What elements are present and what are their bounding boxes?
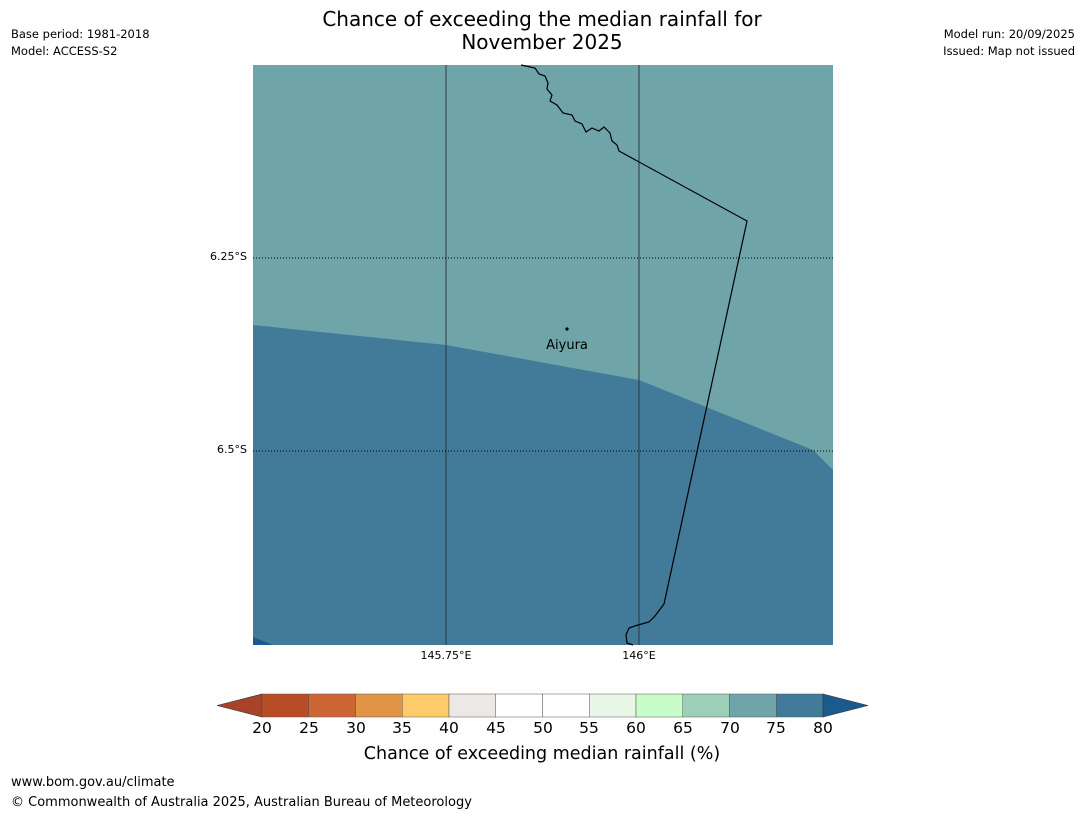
map-panel: Aiyura bbox=[253, 64, 833, 646]
cb-tick: 20 bbox=[252, 719, 272, 737]
colorbar-cell bbox=[635, 693, 683, 718]
cb-tick: 30 bbox=[346, 719, 366, 737]
colorbar-cell bbox=[542, 693, 590, 718]
colorbar-cell bbox=[261, 693, 309, 718]
colorbar-extend-low bbox=[216, 693, 263, 718]
cb-tick: 70 bbox=[720, 719, 740, 737]
model-name: Model: ACCESS-S2 bbox=[11, 44, 118, 58]
map-title: Chance of exceeding the median rainfall … bbox=[242, 8, 842, 54]
colorbar-cell bbox=[402, 693, 450, 718]
colorbar-cell bbox=[682, 693, 730, 718]
map-title-line-1: Chance of exceeding the median rainfall … bbox=[322, 7, 762, 31]
colorbar-label: Chance of exceeding median rainfall (%) bbox=[363, 744, 721, 764]
lat-label-6-25: 6.25°S bbox=[210, 250, 247, 263]
place-label: Aiyura bbox=[546, 338, 588, 353]
region-75-80 bbox=[253, 325, 833, 645]
colorbar-cell bbox=[589, 693, 637, 718]
colorbar-cell bbox=[308, 693, 356, 718]
province-boundary bbox=[520, 64, 748, 646]
colorbar-cell bbox=[355, 693, 403, 718]
footer-copyright: © Commonwealth of Australia 2025, Austra… bbox=[11, 795, 472, 810]
cb-tick: 55 bbox=[579, 719, 599, 737]
colorbar-ticks: 20 25 30 35 40 45 50 55 60 65 70 75 80 bbox=[0, 719, 1085, 739]
cb-tick: 75 bbox=[766, 719, 786, 737]
colorbar-cell bbox=[448, 693, 496, 718]
issued-status: Issued: Map not issued bbox=[943, 44, 1075, 58]
colorbar bbox=[216, 693, 869, 718]
cb-tick: 45 bbox=[486, 719, 506, 737]
cb-tick: 35 bbox=[392, 719, 412, 737]
lon-label-145-75: 145.75°E bbox=[420, 649, 472, 662]
cb-tick: 40 bbox=[439, 719, 459, 737]
colorbar-cell bbox=[495, 693, 543, 718]
cb-tick: 65 bbox=[673, 719, 693, 737]
place-marker bbox=[565, 327, 569, 331]
meta-right: Model run: 20/09/2025 Issued: Map not is… bbox=[943, 26, 1075, 60]
cb-tick: 50 bbox=[533, 719, 553, 737]
colorbar-cell bbox=[729, 693, 777, 718]
cb-tick: 80 bbox=[813, 719, 833, 737]
meta-left: Base period: 1981-2018 Model: ACCESS-S2 bbox=[11, 26, 150, 60]
colorbar-cell bbox=[776, 693, 824, 718]
lat-label-6-5: 6.5°S bbox=[217, 443, 247, 456]
footer-url: www.bom.gov.au/climate bbox=[11, 775, 175, 790]
region-above-80 bbox=[253, 637, 273, 645]
colorbar-extend-high bbox=[822, 693, 869, 718]
lon-label-146: 146°E bbox=[622, 649, 656, 662]
cb-tick: 25 bbox=[299, 719, 319, 737]
model-run: Model run: 20/09/2025 bbox=[943, 27, 1075, 41]
base-period: Base period: 1981-2018 bbox=[11, 27, 150, 41]
map-title-line-2: November 2025 bbox=[461, 30, 623, 54]
cb-tick: 60 bbox=[626, 719, 646, 737]
